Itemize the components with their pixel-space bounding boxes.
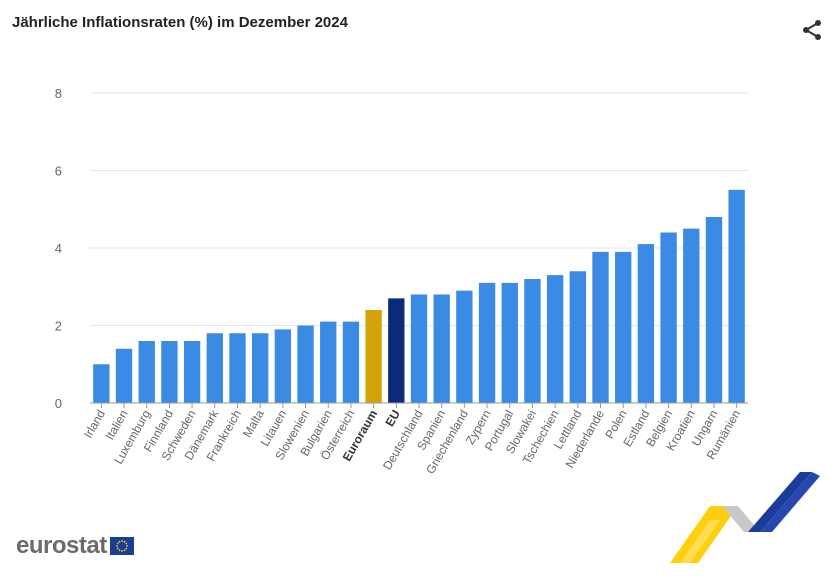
bar: [297, 325, 314, 403]
bar: [456, 290, 473, 403]
bar: [206, 333, 223, 403]
bar: [93, 364, 110, 403]
bar: [728, 189, 745, 403]
bar: [252, 333, 269, 403]
y-tick-label: 6: [55, 164, 62, 179]
y-tick-label: 0: [55, 396, 62, 411]
bar: [569, 271, 586, 403]
bar: [683, 228, 700, 403]
x-tick-label: EU: [382, 408, 402, 429]
bar: [592, 251, 609, 403]
decorative-ribbon: [670, 472, 820, 563]
bar: [524, 279, 541, 403]
bar: [637, 244, 655, 403]
bar: [660, 232, 677, 403]
bar: [161, 341, 178, 403]
y-tick-label: 8: [55, 86, 62, 101]
bar: [320, 321, 337, 403]
chart-title: Jährliche Inflationsraten (%) im Dezembe…: [12, 14, 348, 31]
bar: [501, 282, 518, 403]
bar: [342, 321, 360, 403]
bar: [546, 275, 564, 403]
logo-text: eurostat: [16, 532, 107, 559]
share-icon[interactable]: [800, 18, 824, 42]
y-tick-label: 4: [55, 241, 62, 256]
bar: [388, 298, 405, 403]
bar: [229, 333, 246, 403]
bar: [183, 341, 201, 403]
bar: [615, 251, 632, 403]
bar: [115, 348, 133, 403]
eu-flag-icon: [109, 537, 134, 555]
bar: [274, 329, 292, 403]
bar: [138, 341, 155, 403]
eurostat-logo: eurostat: [16, 532, 134, 560]
bar: [410, 294, 428, 403]
bar: [365, 310, 382, 403]
bar-chart: 02468IrlandItalienLuxemburgFinnlandSchwe…: [55, 86, 748, 476]
bar: [478, 282, 496, 403]
bar: [705, 217, 723, 403]
y-tick-label: 2: [55, 319, 62, 334]
bar: [433, 294, 450, 403]
